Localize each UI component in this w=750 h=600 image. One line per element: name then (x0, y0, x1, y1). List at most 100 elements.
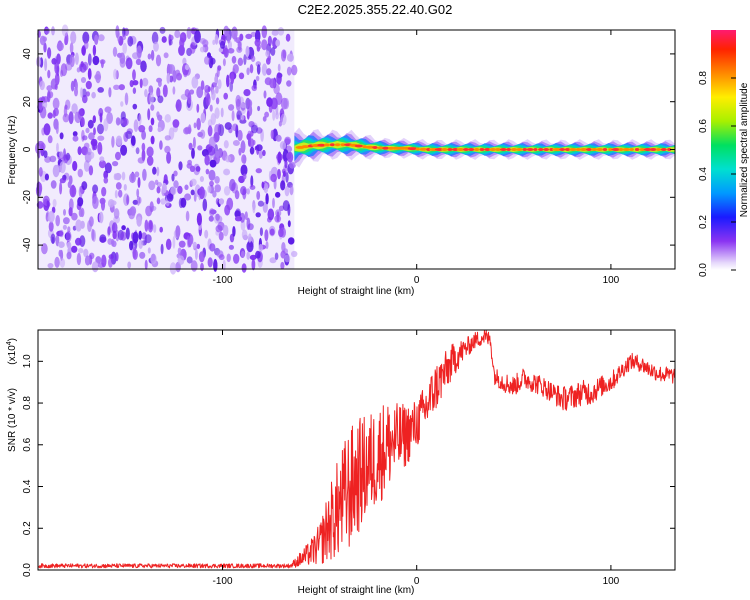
noise-blob (138, 125, 146, 133)
noise-blob (207, 125, 213, 137)
snr-y-label: SNR (10 * v/v) (7, 388, 18, 452)
colorbar-tick-label: 0.8 (698, 71, 709, 85)
signal-peak (579, 148, 588, 151)
noise-blob (132, 103, 138, 110)
noise-blob (241, 229, 248, 240)
noise-blob (94, 74, 102, 80)
noise-blob (59, 161, 66, 174)
noise-blob (63, 209, 66, 216)
noise-blob (229, 178, 236, 192)
noise-blob (204, 154, 210, 166)
noise-blob (216, 65, 220, 78)
noise-blob (87, 220, 92, 232)
noise-blob (196, 243, 201, 250)
noise-blob (208, 136, 216, 149)
noise-blob (212, 190, 217, 198)
noise-blob (99, 156, 105, 162)
noise-blob (121, 171, 126, 181)
noise-blob (97, 142, 103, 155)
snr-y-scale: (x104) (6, 338, 18, 365)
noise-blob (190, 178, 197, 186)
noise-blob (107, 199, 115, 208)
noise-blob (291, 64, 298, 76)
noise-blob (161, 36, 167, 43)
noise-blob (250, 55, 256, 62)
signal-peak (340, 143, 346, 147)
noise-blob (271, 29, 279, 36)
noise-blob (93, 127, 96, 136)
noise-blob (140, 60, 147, 73)
noise-blob (173, 170, 178, 177)
noise-blob (122, 42, 127, 55)
noise-blob (209, 104, 213, 112)
noise-blob (275, 191, 281, 198)
noise-blob (243, 155, 247, 164)
noise-blob (92, 55, 100, 66)
noise-blob (274, 252, 279, 260)
noise-blob (157, 126, 162, 133)
noise-blob (76, 67, 81, 73)
noise-blob (163, 52, 169, 59)
noise-blob (77, 146, 82, 156)
colorbar-tick-label: 0.0 (698, 263, 709, 277)
noise-blob (270, 173, 278, 183)
noise-blob (56, 41, 64, 51)
noise-blob (178, 161, 183, 171)
noise-blob (246, 240, 254, 253)
noise-blob (118, 189, 123, 198)
noise-blob (200, 129, 206, 139)
noise-blob (228, 244, 234, 250)
noise-blob (111, 135, 115, 148)
noise-blob (259, 227, 263, 237)
noise-blob (129, 172, 136, 184)
noise-blob (189, 42, 196, 54)
signal-peak (317, 143, 326, 147)
noise-blob (257, 105, 261, 112)
noise-blob (263, 182, 269, 194)
noise-blob (71, 212, 78, 221)
noise-blob (69, 54, 75, 68)
noise-blob (114, 190, 118, 199)
noise-blob (116, 52, 123, 58)
noise-blob (196, 212, 202, 226)
noise-blob (99, 234, 107, 243)
noise-blob (83, 248, 89, 258)
noise-blob (277, 168, 281, 180)
spectrogram-y-label: Frequency (Hz) (7, 116, 18, 185)
noise-blob (204, 84, 211, 93)
noise-blob (240, 101, 247, 115)
signal-peak (585, 148, 593, 151)
noise-blob (178, 240, 186, 248)
noise-blob (265, 241, 269, 250)
noise-blob (80, 77, 87, 83)
noise-blob (125, 227, 130, 240)
noise-blob (97, 262, 105, 269)
y-tick-label: 0.8 (22, 396, 33, 410)
noise-blob (77, 196, 84, 207)
noise-blob (191, 76, 199, 89)
noise-blob (285, 33, 291, 42)
svg-text:(x104): (x104) (6, 338, 18, 365)
noise-blob (92, 44, 97, 57)
signal-peak (552, 148, 562, 151)
noise-blob (277, 27, 285, 36)
snr-panel: -100 0 100 0.0 0.2 0.4 0.6 0.8 1.0 Height of st… (6, 329, 676, 596)
spectrogram-noise-region (35, 24, 298, 275)
noise-blob (255, 168, 262, 174)
signal-peak (382, 146, 390, 150)
signal-peak (533, 148, 538, 151)
signal-peak (456, 148, 465, 151)
noise-blob (243, 89, 251, 97)
signal-peak (495, 148, 501, 151)
noise-blob (127, 36, 134, 47)
signal-peak (506, 148, 511, 151)
signal-peak (596, 148, 604, 151)
noise-blob (163, 174, 168, 185)
noise-blob (263, 90, 267, 99)
noise-blob (59, 181, 63, 195)
signal-peak (639, 148, 646, 151)
noise-blob (211, 89, 216, 101)
snr-scale-prefix: (x10 (7, 345, 18, 365)
noise-blob (249, 138, 255, 148)
noise-blob (256, 190, 261, 200)
